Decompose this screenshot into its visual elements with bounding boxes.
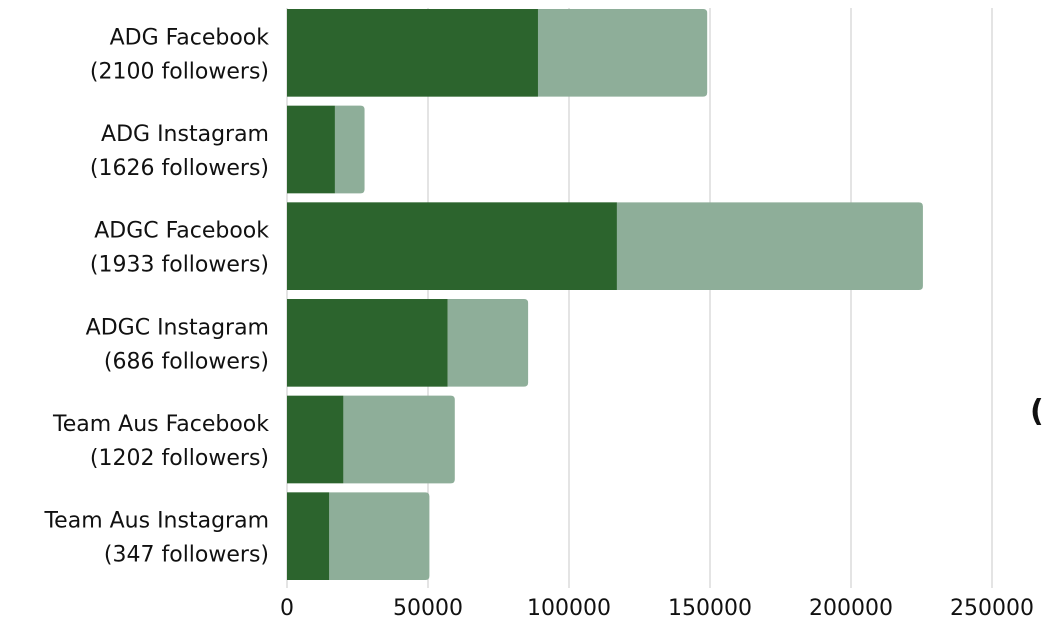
bar-series2-3 — [447, 299, 529, 387]
category-label-4-line2: (1202 followers) — [90, 446, 269, 471]
stray-paren-text: ( — [1030, 394, 1042, 429]
bar-series1-0 — [287, 9, 538, 97]
x-tick-label-5: 250000 — [950, 596, 1034, 621]
bar-series1-5 — [287, 492, 330, 580]
bar-series1-2 — [287, 202, 617, 290]
bar-series1-4 — [287, 395, 344, 484]
x-tick-label-4: 200000 — [809, 596, 893, 621]
bar-series2-1 — [334, 105, 365, 194]
category-label-4-line1: Team Aus Facebook — [52, 412, 269, 437]
bar-series2-0 — [537, 9, 708, 97]
category-label-3-line1: ADGC Instagram — [86, 315, 269, 340]
x-tick-label-3: 150000 — [668, 596, 752, 621]
bar-series1-3 — [287, 299, 448, 387]
bar-series2-4 — [343, 395, 455, 484]
category-label-3-line2: (686 followers) — [104, 349, 269, 374]
category-labels: ADG Facebook (2100 followers) ADG Instagra… — [43, 25, 269, 567]
x-tick-label-1: 50000 — [393, 596, 463, 621]
gridlines — [286, 8, 993, 588]
category-label-2-line2: (1933 followers) — [90, 253, 269, 278]
category-label-5-line1: Team Aus Instagram — [43, 509, 269, 534]
category-label-5-line2: (347 followers) — [104, 543, 269, 568]
category-label-1-line2: (1626 followers) — [90, 156, 269, 181]
x-tick-label-2: 100000 — [527, 596, 611, 621]
bar-series1-1 — [287, 105, 335, 194]
bars — [287, 9, 923, 580]
category-label-0-line2: (2100 followers) — [90, 59, 269, 84]
bar-series2-5 — [329, 492, 430, 580]
category-label-0-line1: ADG Facebook — [110, 25, 270, 50]
category-label-2-line1: ADGC Facebook — [94, 219, 269, 244]
bar-series2-2 — [616, 202, 923, 290]
category-label-1-line1: ADG Instagram — [101, 122, 269, 147]
x-tick-label-0: 0 — [280, 596, 294, 621]
x-axis-tick-labels: 0 50000 100000 150000 200000 250000 — [280, 596, 1034, 621]
